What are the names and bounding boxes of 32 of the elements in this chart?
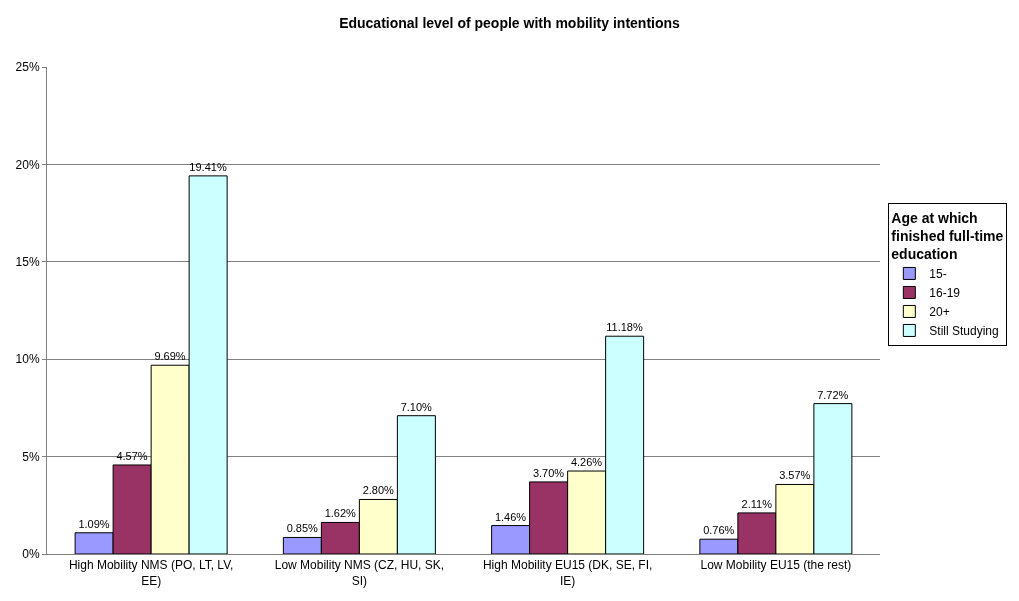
data-label: 1.62% (324, 507, 357, 520)
data-label: 3.57% (779, 469, 811, 482)
data-label: 4.57% (116, 449, 148, 462)
y-tick-label: 25% (15, 60, 40, 75)
x-tick-label: Low Mobility NMS (CZ, HU, SK, SI) (274, 558, 445, 588)
data-label: 7.10% (400, 400, 433, 413)
y-tick-label: 20% (15, 157, 40, 172)
data-label: 2.11% (741, 497, 773, 510)
y-tick-label: 5% (22, 449, 40, 464)
data-label: 7.72% (817, 388, 849, 401)
data-label: 11.18% (606, 321, 643, 334)
legend-label: 20+ (929, 305, 950, 320)
y-tick-label: 10% (15, 352, 40, 367)
legend-label: 16-19 (929, 286, 961, 301)
chart-title: Educational level of people with mobility intentions (339, 14, 681, 31)
data-label: 19.41% (189, 160, 227, 173)
x-tick-label: High Mobility EU15 (DK, SE, FI, IE) (482, 558, 653, 588)
data-label: 1.46% (494, 510, 527, 523)
x-tick-label: Low Mobility EU15 (the rest) (700, 558, 852, 573)
data-label: 1.09% (78, 517, 110, 530)
data-label: 4.26% (570, 456, 603, 469)
data-label: 0.76% (703, 524, 735, 537)
y-tick-label: 15% (15, 255, 40, 269)
data-label: 3.70% (532, 466, 565, 479)
x-tick-label: High Mobility NMS (PO, LT, LV, EE) (68, 558, 234, 588)
legend-label: 15- (929, 267, 947, 282)
legend-title: Age at which finished full-time education (891, 209, 1004, 262)
data-label: 0.85% (286, 522, 319, 535)
legend-label: Still Studying (929, 324, 999, 339)
data-label: 9.69% (154, 350, 186, 363)
data-label: 2.80% (362, 484, 395, 497)
y-tick-label: 0% (22, 547, 40, 562)
